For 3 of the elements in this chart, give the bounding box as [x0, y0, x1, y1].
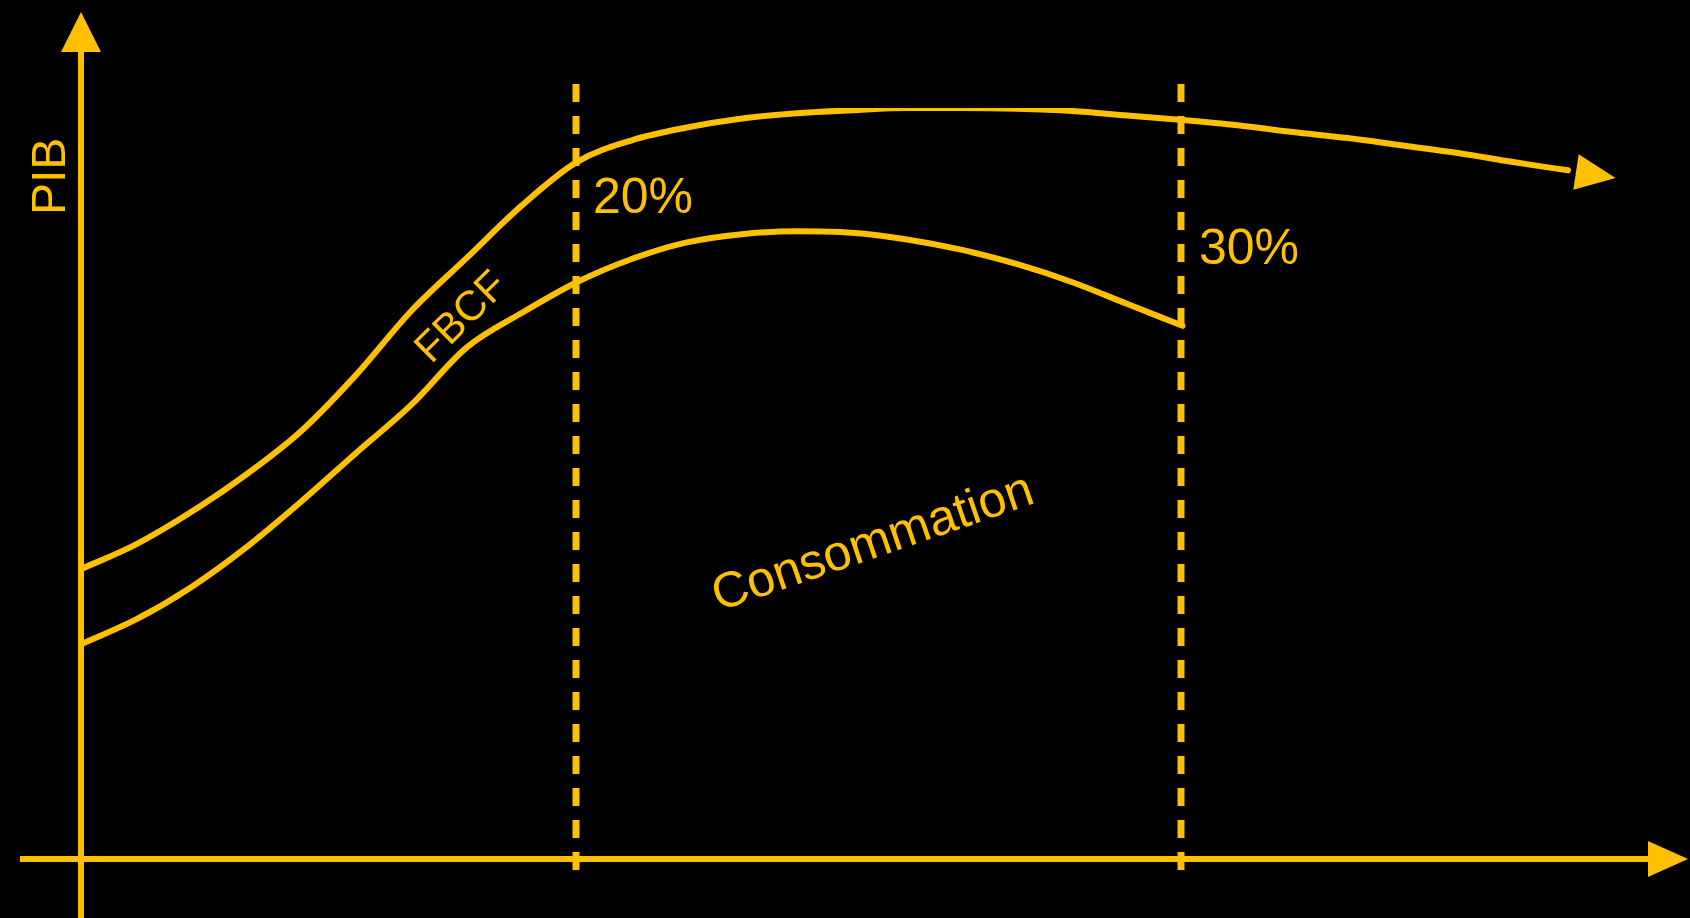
annotation: 30% — [1199, 218, 1300, 275]
annotation: 20% — [593, 167, 694, 224]
y-axis-title: PIB — [22, 137, 76, 215]
